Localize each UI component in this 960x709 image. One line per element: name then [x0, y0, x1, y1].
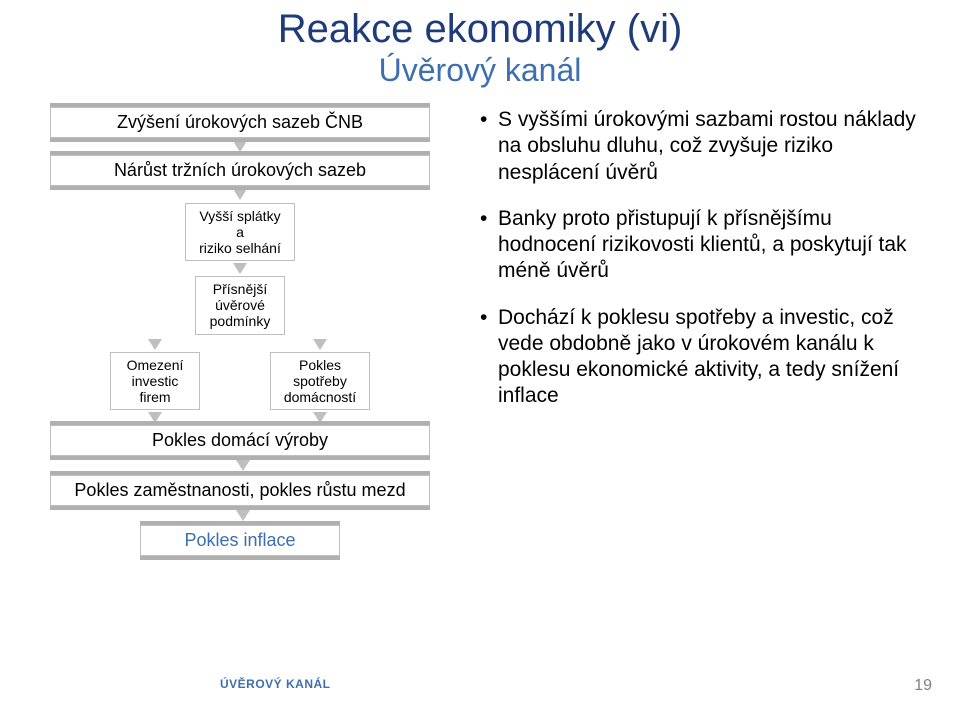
text-line: Omezení: [127, 357, 184, 373]
flow-inner-group: Vyšší splátky a riziko selhání Přísnější…: [110, 203, 370, 425]
slide-subtitle: Úvěrový kanál: [30, 52, 930, 89]
text-line: spotřeby: [293, 373, 347, 389]
flow-split-right: Pokles spotřeby domácností: [270, 337, 370, 425]
flow-split: Omezení investic firem Pokles spotřeby d…: [110, 337, 370, 425]
arrow-down-icon: [236, 460, 250, 471]
flow-box-omezeni: Omezení investic firem: [110, 352, 200, 410]
bullet-item: Dochází k poklesu spotřeby a investic, c…: [480, 305, 930, 410]
flow-step-5: Pokles domácí výroby: [50, 425, 430, 456]
flow-step-7: Pokles inflace: [140, 525, 340, 556]
arrow-down-icon: [236, 510, 250, 521]
text-line: podmínky: [210, 313, 271, 329]
slide: Reakce ekonomiky (vi) Úvěrový kanál Zvýš…: [0, 0, 960, 709]
flow-step-2: Nárůst tržních úrokových sazeb: [50, 155, 430, 186]
text-line: firem: [139, 389, 170, 405]
text-line: Vyšší splátky: [199, 208, 280, 224]
arrow-down-icon: [233, 189, 247, 200]
slide-number: 19: [914, 677, 932, 695]
flow-step-1: Zvýšení úrokových sazeb ČNB: [50, 107, 430, 138]
slide-title: Reakce ekonomiky (vi): [30, 8, 930, 50]
text-line: a: [236, 224, 244, 240]
flow-box-splatky: Vyšší splátky a riziko selhání: [185, 203, 295, 261]
bullet-item: Banky proto přistupují k přísnějšímu hod…: [480, 206, 930, 285]
arrow-down-icon: [313, 339, 327, 350]
flowchart-bottom: Pokles zaměstnanosti, pokles růstu mezd …: [50, 456, 930, 556]
flow-box-pokles-spotreby: Pokles spotřeby domácností: [270, 352, 370, 410]
bullet-list: S vyššími úrokovými sazbami rostou nákla…: [450, 107, 930, 456]
flow-box-prisnejsi: Přísnější úvěrové podmínky: [195, 276, 285, 334]
footer-channel-label: ÚVĚROVÝ KANÁL: [220, 677, 331, 691]
flowchart: Zvýšení úrokových sazeb ČNB Nárůst tržní…: [30, 107, 450, 456]
arrow-down-icon: [148, 339, 162, 350]
text-line: investic: [132, 373, 179, 389]
text-line: domácností: [284, 389, 356, 405]
flow-split-left: Omezení investic firem: [110, 337, 200, 425]
arrow-down-icon: [233, 263, 247, 274]
text-line: úvěrové: [215, 297, 265, 313]
flow-step-6: Pokles zaměstnanosti, pokles růstu mezd: [50, 475, 430, 506]
text-line: Pokles: [299, 357, 341, 373]
text-line: Přísnější: [213, 281, 267, 297]
content-area: Zvýšení úrokových sazeb ČNB Nárůst tržní…: [30, 107, 930, 456]
text-line: riziko selhání: [199, 240, 281, 256]
bullet-item: S vyššími úrokovými sazbami rostou nákla…: [480, 107, 930, 186]
